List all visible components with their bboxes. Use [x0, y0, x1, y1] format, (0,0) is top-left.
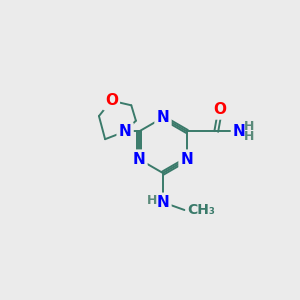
- Text: CH₃: CH₃: [187, 203, 215, 217]
- Text: N: N: [233, 124, 246, 139]
- Text: N: N: [133, 152, 146, 167]
- Text: O: O: [105, 93, 118, 108]
- Text: N: N: [157, 110, 169, 125]
- Text: O: O: [214, 102, 226, 117]
- Text: N: N: [157, 195, 169, 210]
- Text: H: H: [147, 194, 158, 207]
- Text: N: N: [181, 152, 194, 167]
- Text: N: N: [119, 124, 131, 139]
- Text: H: H: [243, 120, 254, 134]
- Text: H: H: [243, 130, 254, 143]
